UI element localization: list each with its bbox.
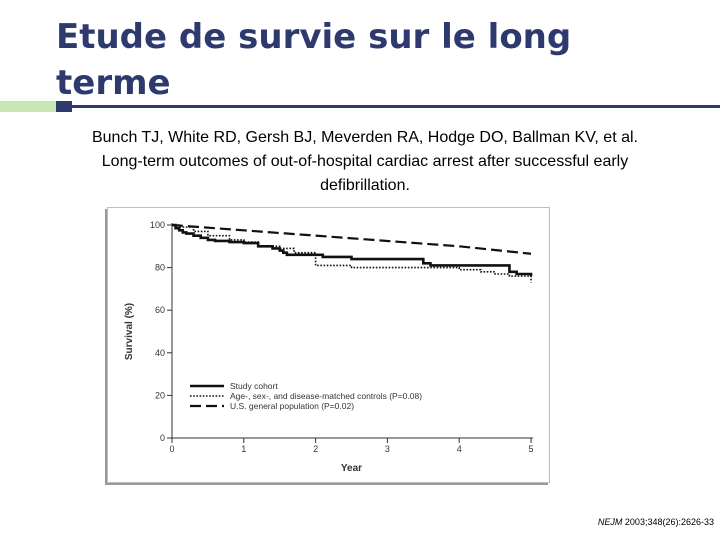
x-tick-label: 0 <box>169 444 174 454</box>
y-tick-label: 80 <box>155 263 165 273</box>
series-group <box>171 223 533 283</box>
y-axis-label: Survival (%) <box>124 303 135 360</box>
y-tick-label: 0 <box>160 433 165 443</box>
journal-reference: NEJM 2003;348(26):2626-33 <box>598 517 714 527</box>
series-line-dotted <box>172 224 532 283</box>
x-tick-label: 3 <box>385 444 390 454</box>
accent-square-dark <box>56 101 72 112</box>
survival-chart-svg: 0 20 40 60 80 100 0 1 2 3 4 5 Year Survival (%) Study… <box>124 220 534 474</box>
accent-line <box>72 105 720 108</box>
x-axis-label: Year <box>341 463 362 474</box>
axes-group <box>171 223 533 439</box>
accent-square-light <box>0 101 56 112</box>
y-tick-label: 20 <box>155 390 165 400</box>
y-tick-label: 100 <box>150 220 165 230</box>
x-tick-label: 1 <box>241 444 246 454</box>
x-tick-label: 2 <box>313 444 318 454</box>
reference-journal: NEJM <box>597 517 623 527</box>
survival-chart: 0 20 40 60 80 100 0 1 2 3 4 5 Year Survival (%) Study… <box>107 207 550 483</box>
y-tick-label: 40 <box>155 348 165 358</box>
series-line-solid <box>172 223 533 277</box>
y-tick-label: 60 <box>155 305 165 315</box>
legend-label: Age-, sex-, and disease-matched controls… <box>230 391 422 401</box>
reference-details: 2003;348(26):2626-33 <box>622 517 714 527</box>
x-tick-label: 4 <box>457 444 462 454</box>
x-tick-label: 5 <box>528 444 533 454</box>
legend-label: Study cohort <box>230 381 278 391</box>
series-line-dashed <box>171 223 532 255</box>
title-accent-bar <box>0 101 720 112</box>
citation-text: Bunch TJ, White RD, Gersh BJ, Meverden R… <box>91 129 638 194</box>
slide-title: Etude de survie sur le long terme <box>56 17 572 103</box>
legend-label: U.S. general population (P=0.02) <box>230 401 354 411</box>
ticks-group: 0 20 40 60 80 100 0 1 2 3 4 5 Year Survival (%) <box>124 220 534 474</box>
